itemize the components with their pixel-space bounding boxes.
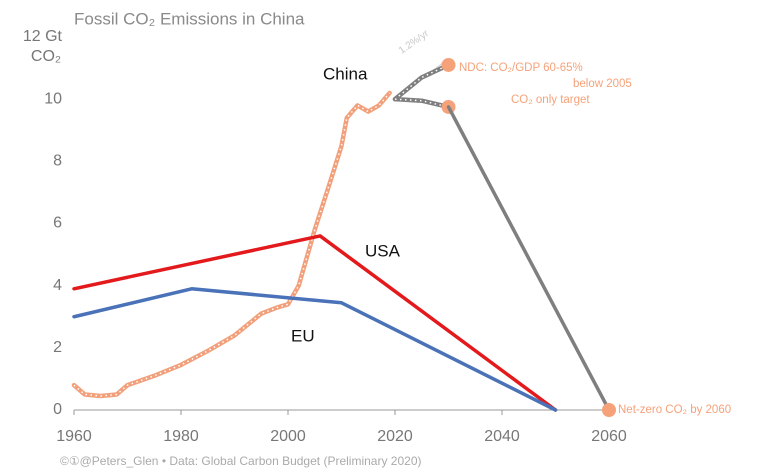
x-tick-label: 2000 [270, 428, 306, 445]
series-label: EU [291, 326, 315, 345]
end-marker [441, 57, 456, 72]
end-marker [602, 403, 616, 417]
y-tick-label: 10 [44, 90, 62, 107]
series-line [71, 90, 392, 399]
x-tick-label: 2060 [591, 428, 627, 445]
x-tick-label: 2040 [484, 428, 520, 445]
annotation: Net-zero CO₂ by 2060 [618, 404, 731, 416]
y-tick-label: 6 [53, 215, 62, 232]
series-label: USA [365, 241, 401, 260]
annotation: below 2005 [573, 78, 632, 90]
source-note: ©①@Peters_Glen • Data: Global Carbon Bud… [60, 454, 421, 468]
y-tick-label: 2 [53, 339, 62, 356]
annotation: 1.2%/yr [397, 28, 432, 57]
series-line-dots [394, 98, 449, 108]
series-line [446, 105, 611, 412]
y-tick-label: 4 [53, 277, 62, 294]
series-line [72, 234, 558, 412]
annotation: CO₂ only target [511, 94, 590, 106]
y-tick-label: 12 Gt [23, 28, 63, 45]
series-line-dots [394, 64, 449, 100]
x-tick-label: 2020 [377, 428, 413, 445]
series-line-dots [73, 92, 391, 397]
y-axis-label: CO₂ [31, 48, 61, 65]
series-label: China [323, 64, 368, 83]
y-tick-label: 8 [53, 153, 62, 170]
series-line [392, 62, 451, 102]
x-tick-label: 1960 [56, 428, 92, 445]
series-line [72, 287, 558, 412]
x-tick-label: 1980 [163, 428, 199, 445]
annotation: NDC: CO₂/GDP 60-65% [459, 62, 583, 74]
y-tick-label: 0 [53, 401, 62, 418]
chart-title: Fossil CO₂ Emissions in China [74, 9, 305, 28]
